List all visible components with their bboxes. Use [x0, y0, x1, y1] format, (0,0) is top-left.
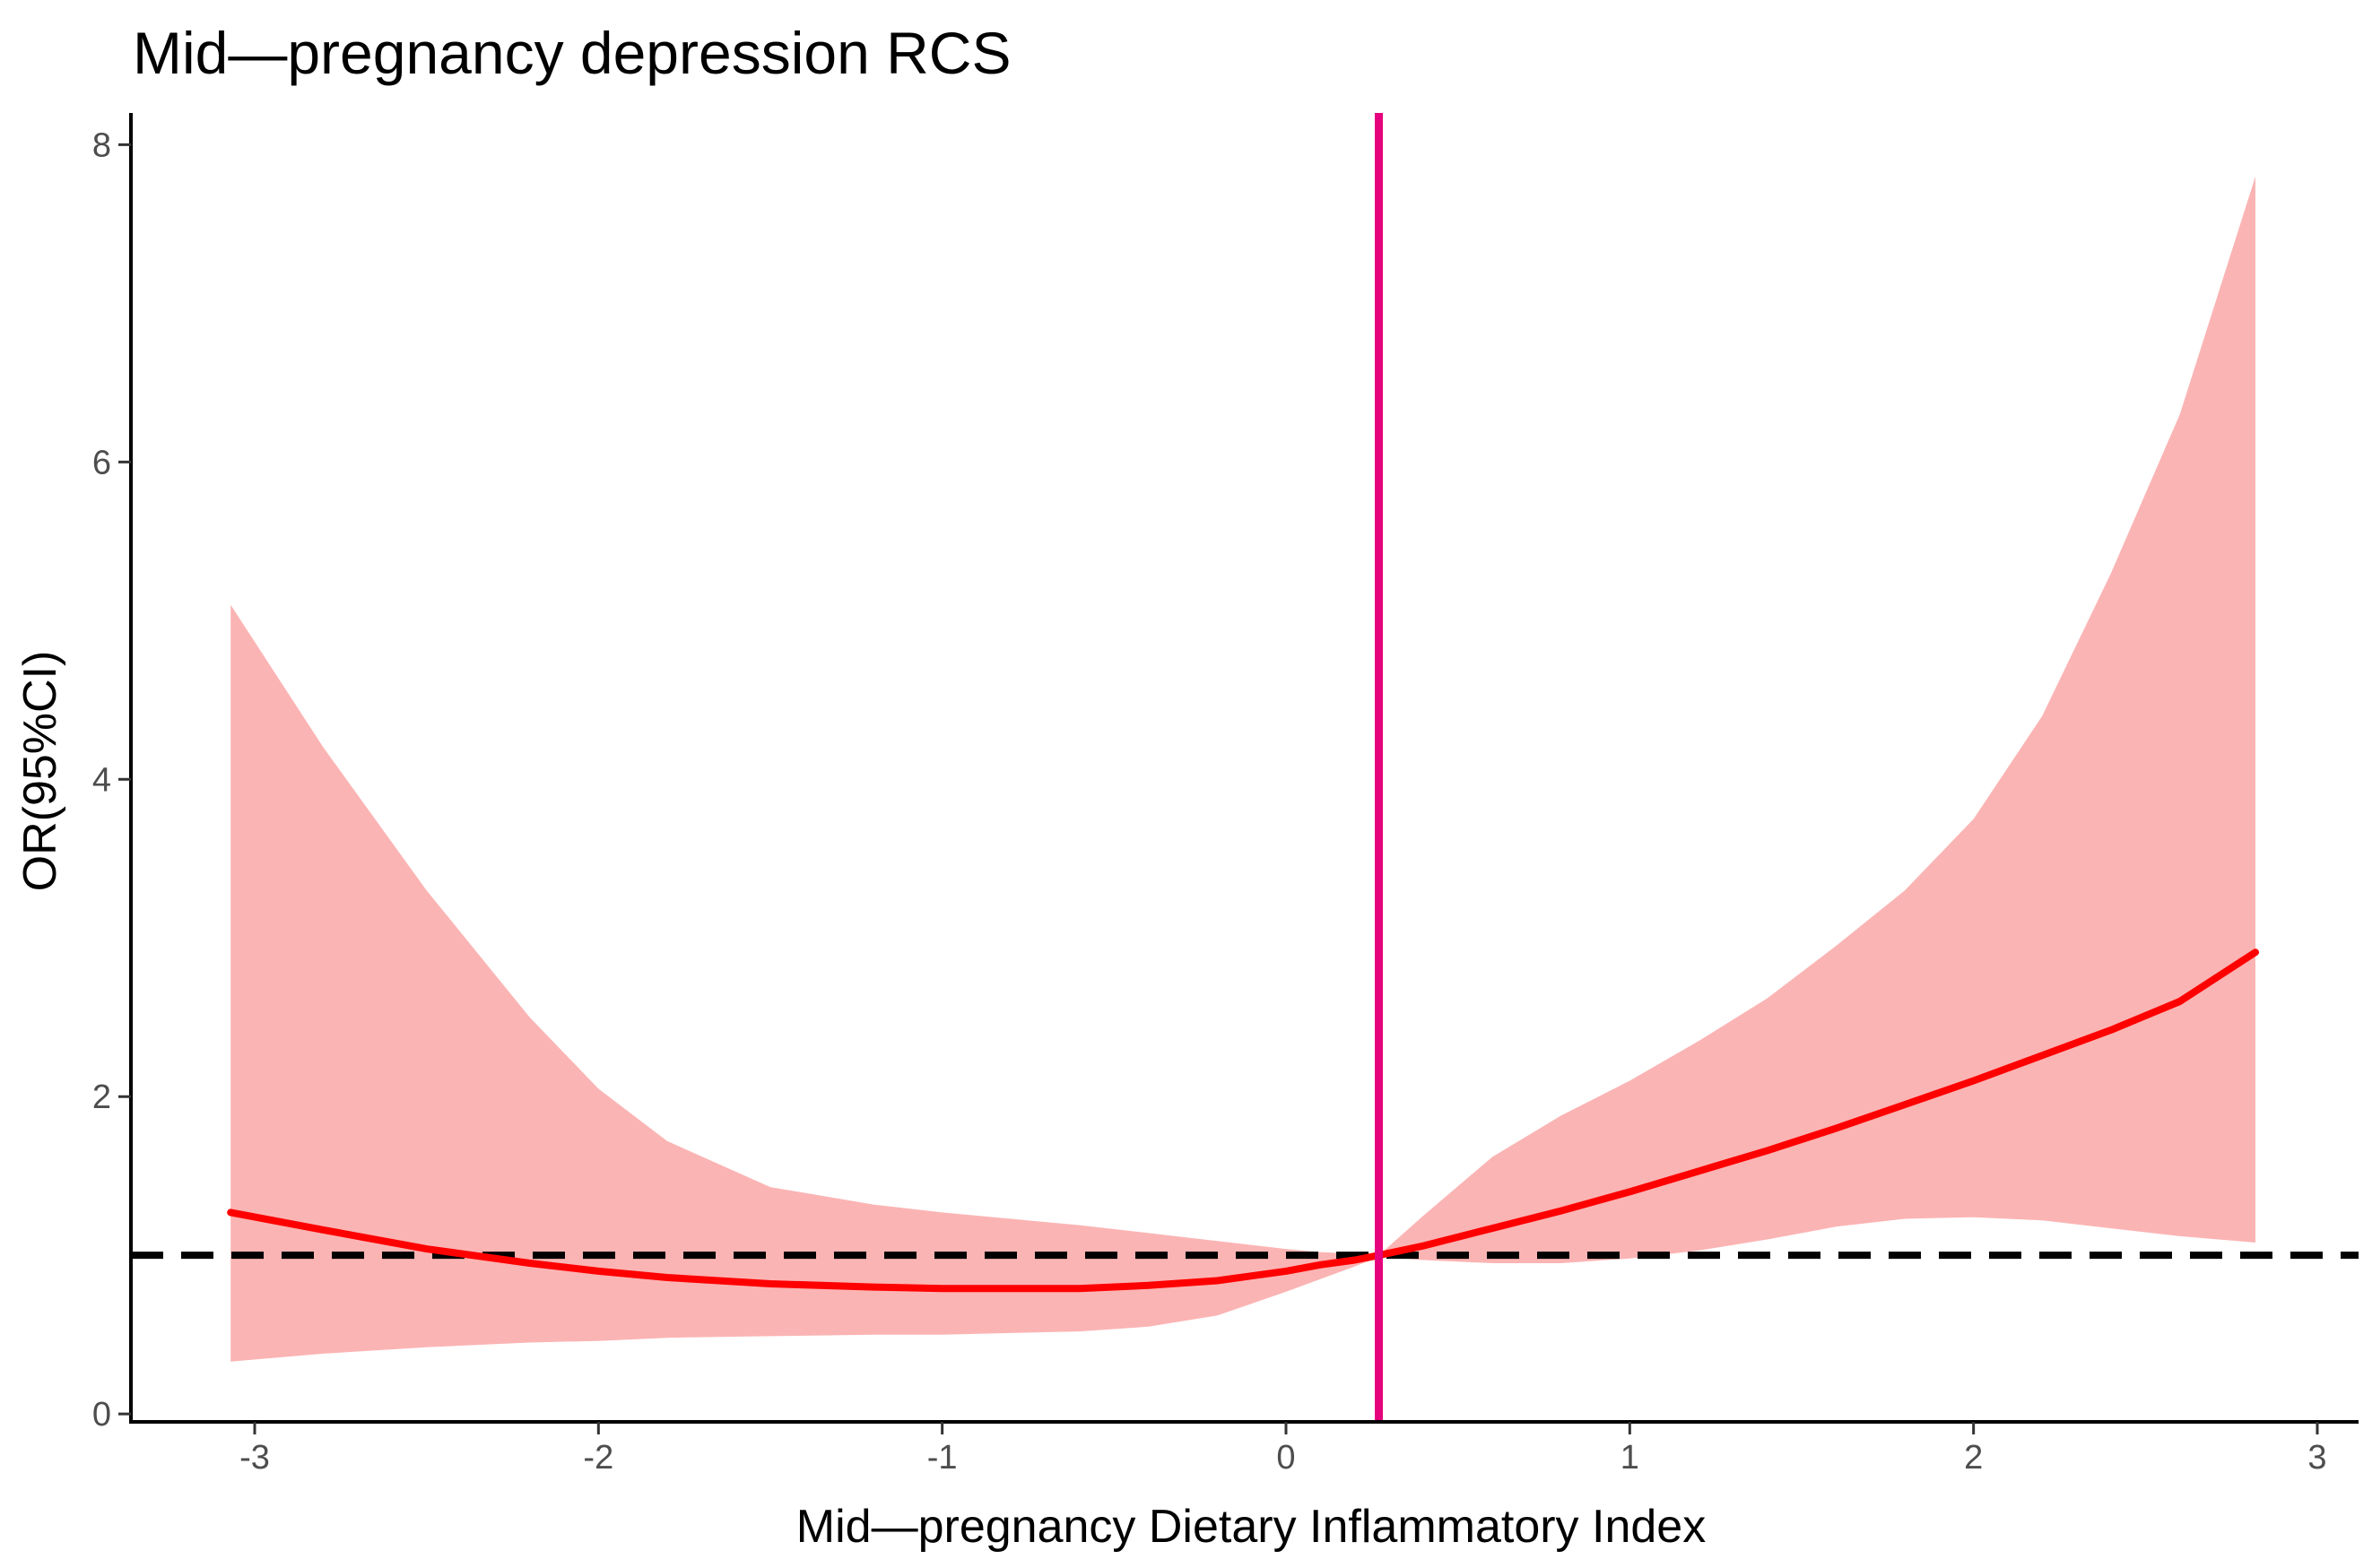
x-axis-title: Mid—pregnancy Dietary Inflammatory Index	[796, 1501, 1706, 1553]
y-tick-label: 2	[92, 1079, 111, 1116]
plot-area	[131, 113, 2359, 1422]
x-tick-label: 1	[1620, 1439, 1639, 1477]
axes: -3 -2 -1 0 1 2 3 0 2 4 6 8	[92, 113, 2359, 1477]
ci-band	[230, 176, 2256, 1362]
y-tick-label: 8	[92, 126, 111, 164]
x-tick-label: -2	[583, 1439, 613, 1477]
or-curve	[227, 949, 2259, 1293]
x-tick-label: 0	[1276, 1439, 1295, 1477]
x-tick-label: 3	[2307, 1439, 2326, 1477]
chart-title: Mid—pregnancy depression RCS	[133, 20, 1011, 86]
y-tick-label: 0	[92, 1396, 111, 1434]
y-tick-label: 6	[92, 444, 111, 481]
y-axis-title: OR(95%CI)	[14, 651, 66, 892]
x-tick-label: -1	[927, 1439, 958, 1477]
x-tick-label: -3	[239, 1439, 270, 1477]
y-tick-label: 4	[92, 761, 111, 799]
x-tick-label: 2	[1964, 1439, 1983, 1477]
